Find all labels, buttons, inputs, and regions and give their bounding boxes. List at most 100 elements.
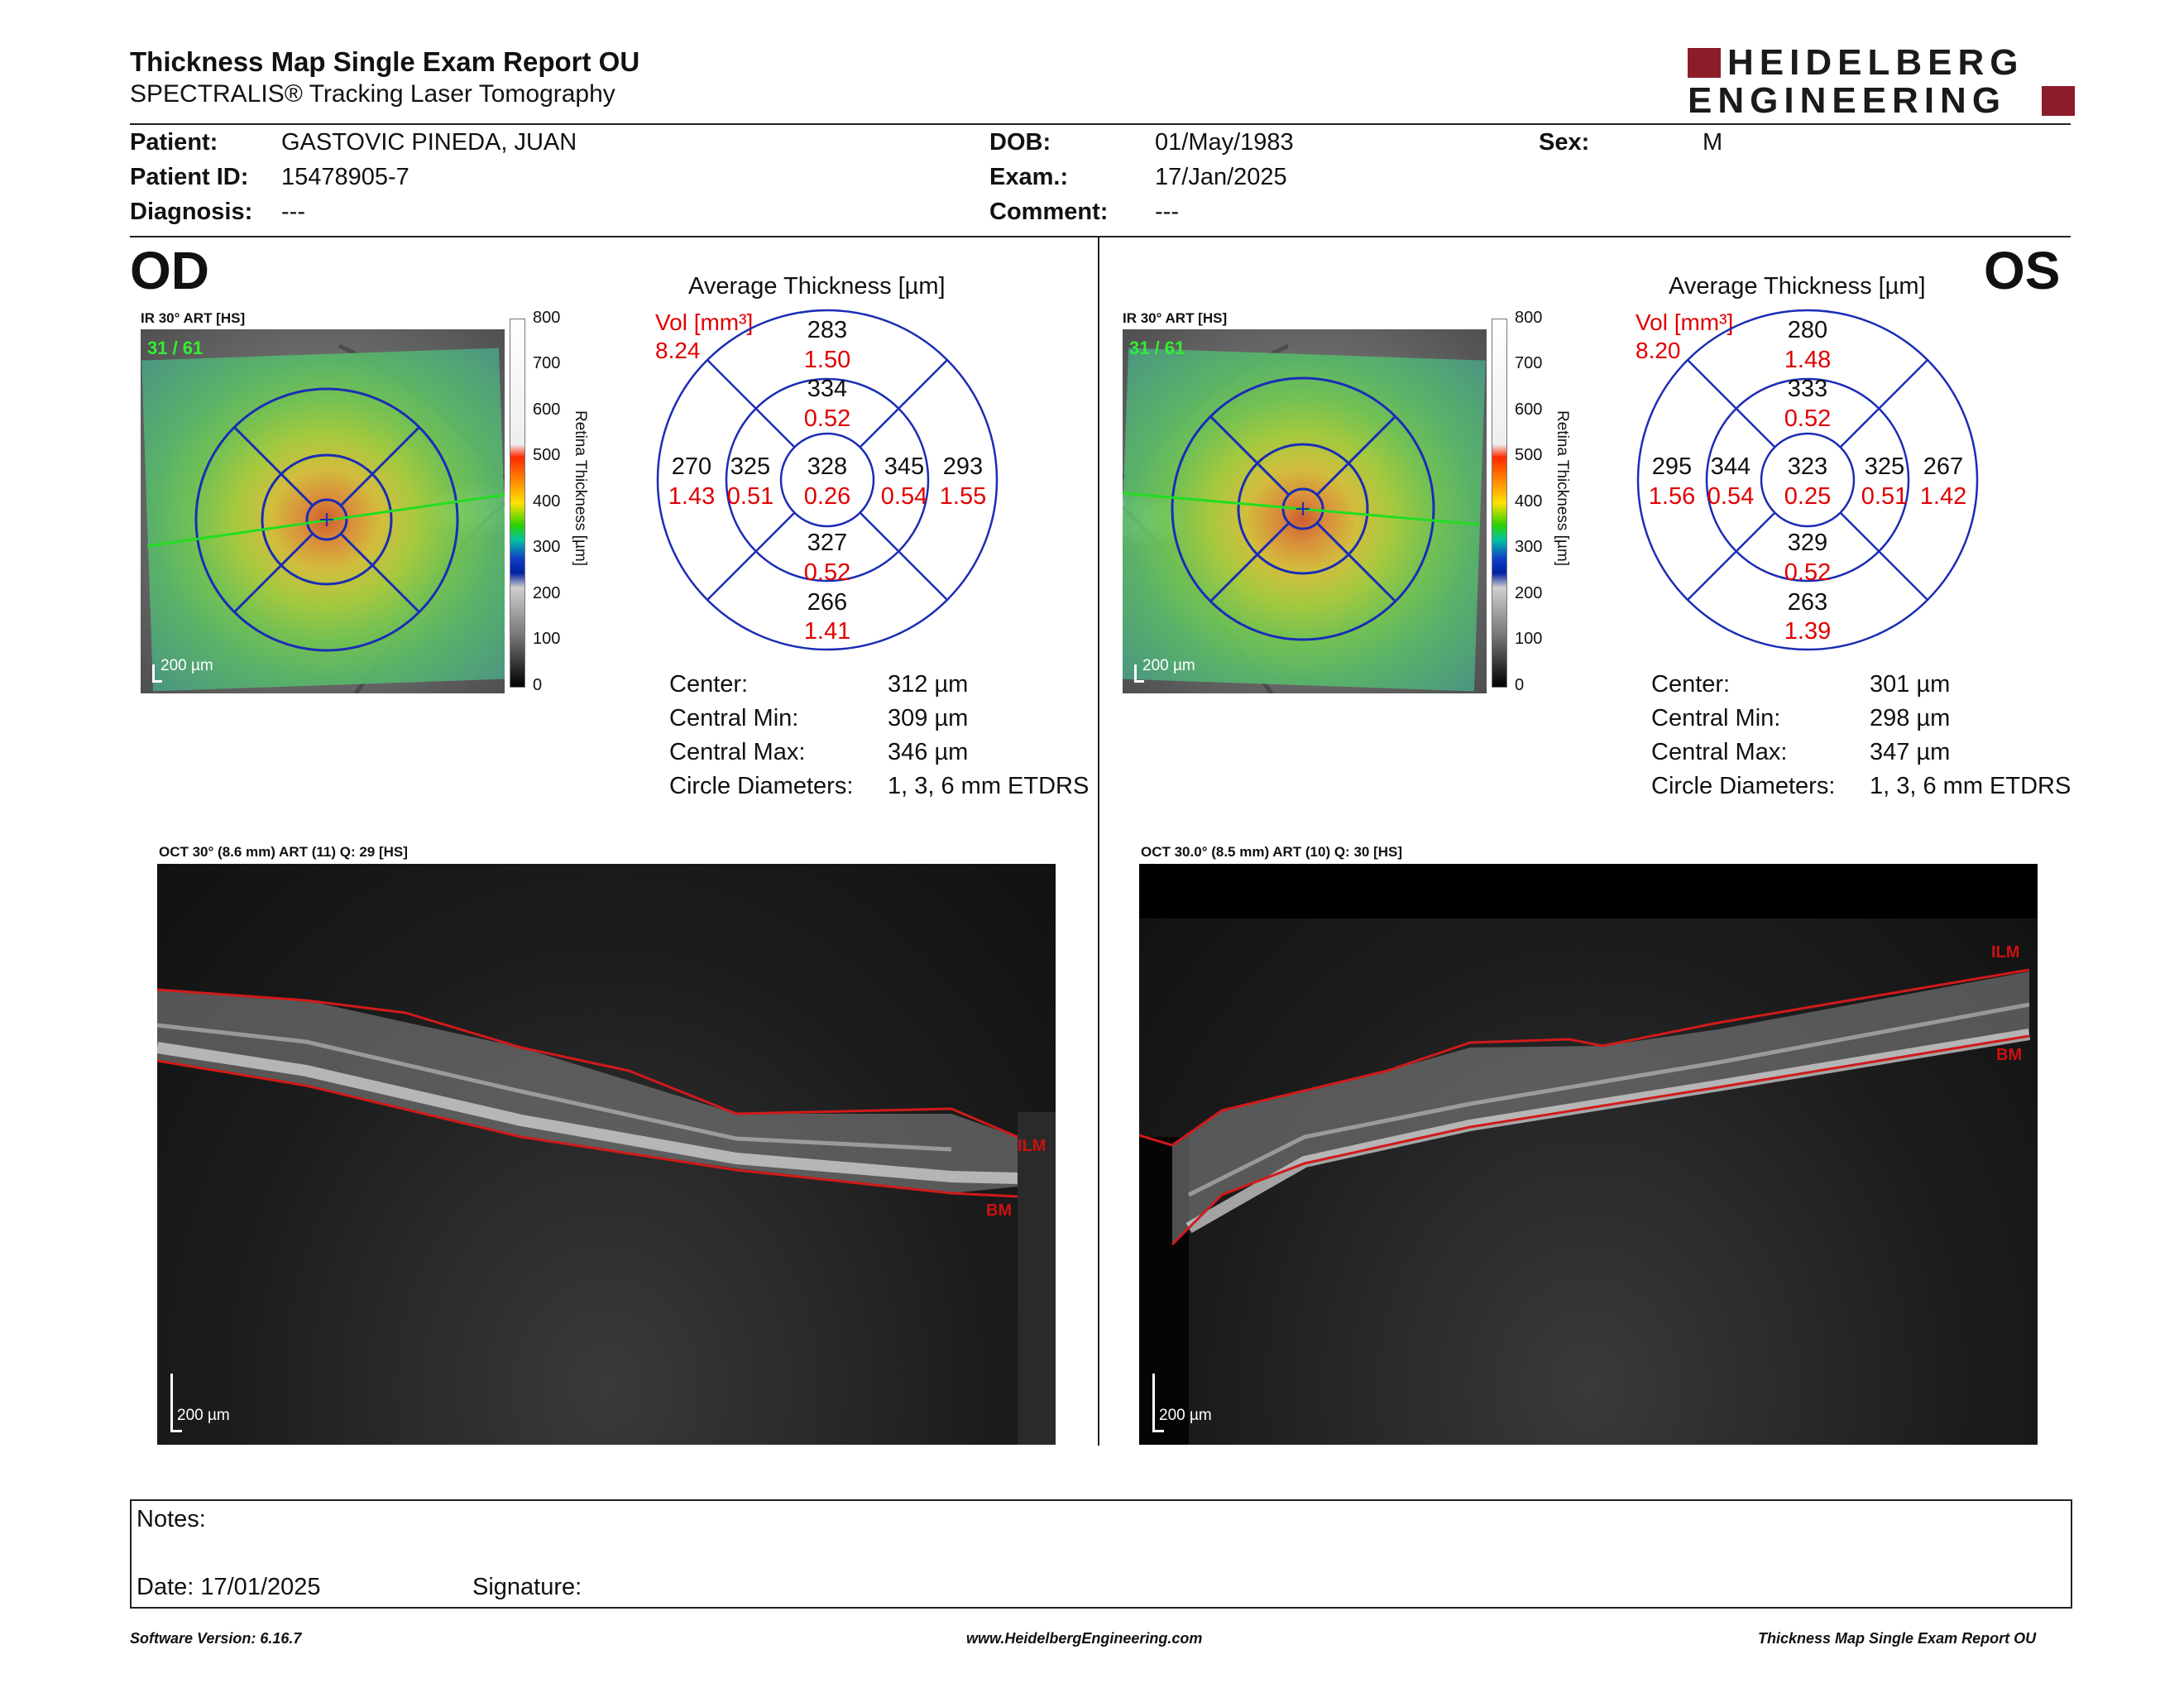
od-min-label: Central Min: (669, 705, 799, 731)
comment-label: Comment: (989, 199, 1109, 225)
od-outer-left-thick: 270 (672, 453, 711, 480)
os-inner-left-thick: 344 (1711, 453, 1751, 480)
os-ir-scale: 200 µm (1142, 657, 1195, 674)
od-colorbar (510, 319, 525, 688)
os-tick: 800 (1515, 309, 1543, 327)
os-inner-inf-thick: 329 (1788, 530, 1827, 556)
comment-value: --- (1155, 199, 1179, 225)
os-ilm-label: ILM (1991, 943, 2020, 961)
od-tick: 0 (533, 676, 543, 694)
od-outer-inf-vol: 1.41 (804, 618, 850, 645)
os-tick: 400 (1515, 492, 1543, 511)
os-center-value: 301 µm (1870, 671, 1951, 698)
od-oct-scale: 200 µm (177, 1407, 230, 1424)
exam-label: Exam.: (989, 164, 1069, 190)
od-tick: 800 (533, 309, 561, 327)
os-tick: 500 (1515, 446, 1543, 464)
od-tick: 700 (533, 354, 561, 372)
od-inner-right-thick: 345 (884, 453, 924, 480)
diagnosis-label: Diagnosis: (130, 199, 253, 225)
od-colorbar-label: Retina Thickness [µm] (572, 410, 589, 566)
od-diam-label: Circle Diameters: (669, 773, 854, 799)
notes-label: Notes: (136, 1506, 206, 1532)
od-outer-right-vol: 1.55 (940, 483, 986, 510)
od-fundus-image: 31 / 61 200 µm (141, 329, 505, 693)
notes-box[interactable]: Notes: Date: 17/01/2025 Signature: (130, 1499, 2072, 1609)
os-oct-bscan: ILM BM 200 µm (1139, 864, 2038, 1445)
header-rule (130, 123, 2071, 125)
os-tick: 0 (1515, 676, 1525, 694)
os-center-vol: 0.25 (1784, 483, 1831, 510)
center-divider (1098, 237, 1099, 1446)
patient-name: GASTOVIC PINEDA, JUAN (281, 129, 577, 156)
od-outer-inf-thick: 266 (807, 589, 847, 616)
od-inner-left-thick: 325 (730, 453, 770, 480)
patient-rule (130, 236, 2071, 237)
od-etdrs-grid-overlay (146, 387, 505, 652)
os-outer-right-thick: 267 (1923, 453, 1963, 480)
od-ir-overlay-text: 31 / 61 (147, 338, 204, 358)
os-tick: 300 (1515, 538, 1543, 556)
diagnosis-value: --- (281, 199, 305, 225)
os-inner-inf-vol: 0.52 (1784, 559, 1831, 586)
sex-value: M (1703, 129, 1723, 156)
od-tick: 100 (533, 630, 561, 648)
od-outer-sup-thick: 283 (807, 317, 847, 343)
od-outer-left-vol: 1.43 (668, 483, 715, 510)
od-diam-value: 1, 3, 6 mm ETDRS (888, 773, 1090, 799)
os-oct-scale: 200 µm (1159, 1407, 1212, 1424)
notes-date: Date: 17/01/2025 (136, 1574, 321, 1600)
os-inner-right-thick: 325 (1865, 453, 1904, 480)
od-bm-label: BM (986, 1201, 1013, 1220)
os-outer-sup-vol: 1.48 (1784, 347, 1831, 373)
report-title: Thickness Map Single Exam Report OU (130, 46, 640, 77)
od-inner-sup-vol: 0.52 (804, 405, 850, 432)
os-ir-label: IR 30° ART [HS] (1123, 310, 1228, 326)
os-min-value: 298 µm (1870, 705, 1951, 731)
od-avg-title: Average Thickness [µm] (688, 273, 946, 300)
os-diam-label: Circle Diameters: (1651, 773, 1836, 799)
patient-id: 15478905-7 (281, 164, 410, 190)
od-inner-left-vol: 0.51 (727, 483, 774, 510)
exam-value: 17/Jan/2025 (1155, 164, 1287, 190)
heidelberg-logo: HEIDELBERG ENGINEERING (1688, 43, 2076, 122)
report-subtitle: SPECTRALIS® Tracking Laser Tomography (130, 80, 615, 108)
os-inner-sup-thick: 333 (1788, 376, 1827, 402)
os-center-label: Center: (1651, 671, 1731, 698)
od-center-value: 312 µm (888, 671, 969, 698)
od-vol-label: Vol [mm³] (655, 309, 754, 335)
od-tick: 600 (533, 400, 561, 419)
os-retina-layers (1139, 968, 2031, 1445)
od-inner-inf-vol: 0.52 (804, 559, 850, 586)
logo-line-2: ENGINEERING (1688, 80, 2007, 121)
od-inner-right-vol: 0.54 (881, 483, 927, 510)
od-etdrs-chart: 283 1.50 334 0.52 328 0.26 325 0.51 345 … (656, 309, 999, 651)
od-ir-scale: 200 µm (160, 657, 213, 674)
od-ilm-label: ILM (1018, 1137, 1046, 1155)
os-fundus-image: 31 / 61 200 µm (1123, 329, 1487, 693)
footer-website: www.HeidelbergEngineering.com (966, 1630, 1203, 1647)
os-outer-left-vol: 1.56 (1649, 483, 1695, 510)
footer-software-version: Software Version: 6.16.7 (130, 1630, 302, 1647)
os-max-label: Central Max: (1651, 739, 1788, 765)
footer-report-name: Thickness Map Single Exam Report OU (1758, 1630, 2037, 1647)
dob-label: DOB: (989, 129, 1051, 156)
od-ir-label: IR 30° ART [HS] (141, 310, 246, 326)
os-outer-inf-thick: 263 (1788, 589, 1827, 616)
od-min-value: 309 µm (888, 705, 969, 731)
os-etdrs-chart: 280 1.48 333 0.52 323 0.25 344 0.54 325 … (1636, 309, 1979, 651)
os-inner-sup-vol: 0.52 (1784, 405, 1831, 432)
os-outer-right-vol: 1.42 (1920, 483, 1966, 510)
od-oct-label: OCT 30° (8.6 mm) ART (11) Q: 29 [HS] (159, 844, 408, 860)
eye-label-od: OD (130, 241, 209, 300)
os-inner-right-vol: 0.51 (1861, 483, 1908, 510)
os-outer-sup-thick: 280 (1788, 317, 1827, 343)
os-avg-title: Average Thickness [µm] (1669, 273, 1926, 300)
patient-name-label: Patient: (130, 129, 218, 156)
od-tick: 200 (533, 584, 561, 602)
os-tick: 100 (1515, 630, 1543, 648)
od-center-label: Center: (669, 671, 749, 698)
os-max-value: 347 µm (1870, 739, 1951, 765)
od-center-thick: 328 (807, 453, 847, 480)
os-tick: 600 (1515, 400, 1543, 419)
